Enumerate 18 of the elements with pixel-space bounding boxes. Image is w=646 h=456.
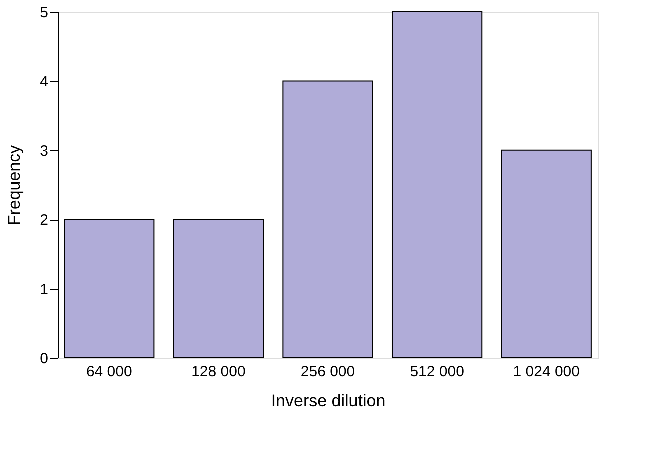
x-tick-label: 256 000 (300, 364, 356, 380)
y-tick-label: 2 (40, 212, 48, 230)
y-tick-label: 5 (40, 4, 48, 22)
x-tick-label: 128 000 (192, 364, 246, 380)
x-axis-title: Inverse dilution (271, 392, 386, 410)
bar (282, 80, 374, 358)
y-tick-label: 3 (40, 142, 48, 160)
bar (173, 219, 264, 358)
y-tick-label: 1 (40, 281, 48, 298)
x-tick-label: 512 000 (410, 364, 464, 380)
y-tick-label: 4 (40, 74, 48, 91)
bar (64, 219, 155, 358)
bar (501, 150, 592, 358)
bar (392, 12, 483, 358)
x-tick-label: 64 000 (86, 364, 132, 380)
y-axis-title: Frequency (5, 144, 24, 226)
y-tick-label: 0 (40, 350, 48, 368)
x-tick-label: 1 024 000 (513, 364, 580, 380)
